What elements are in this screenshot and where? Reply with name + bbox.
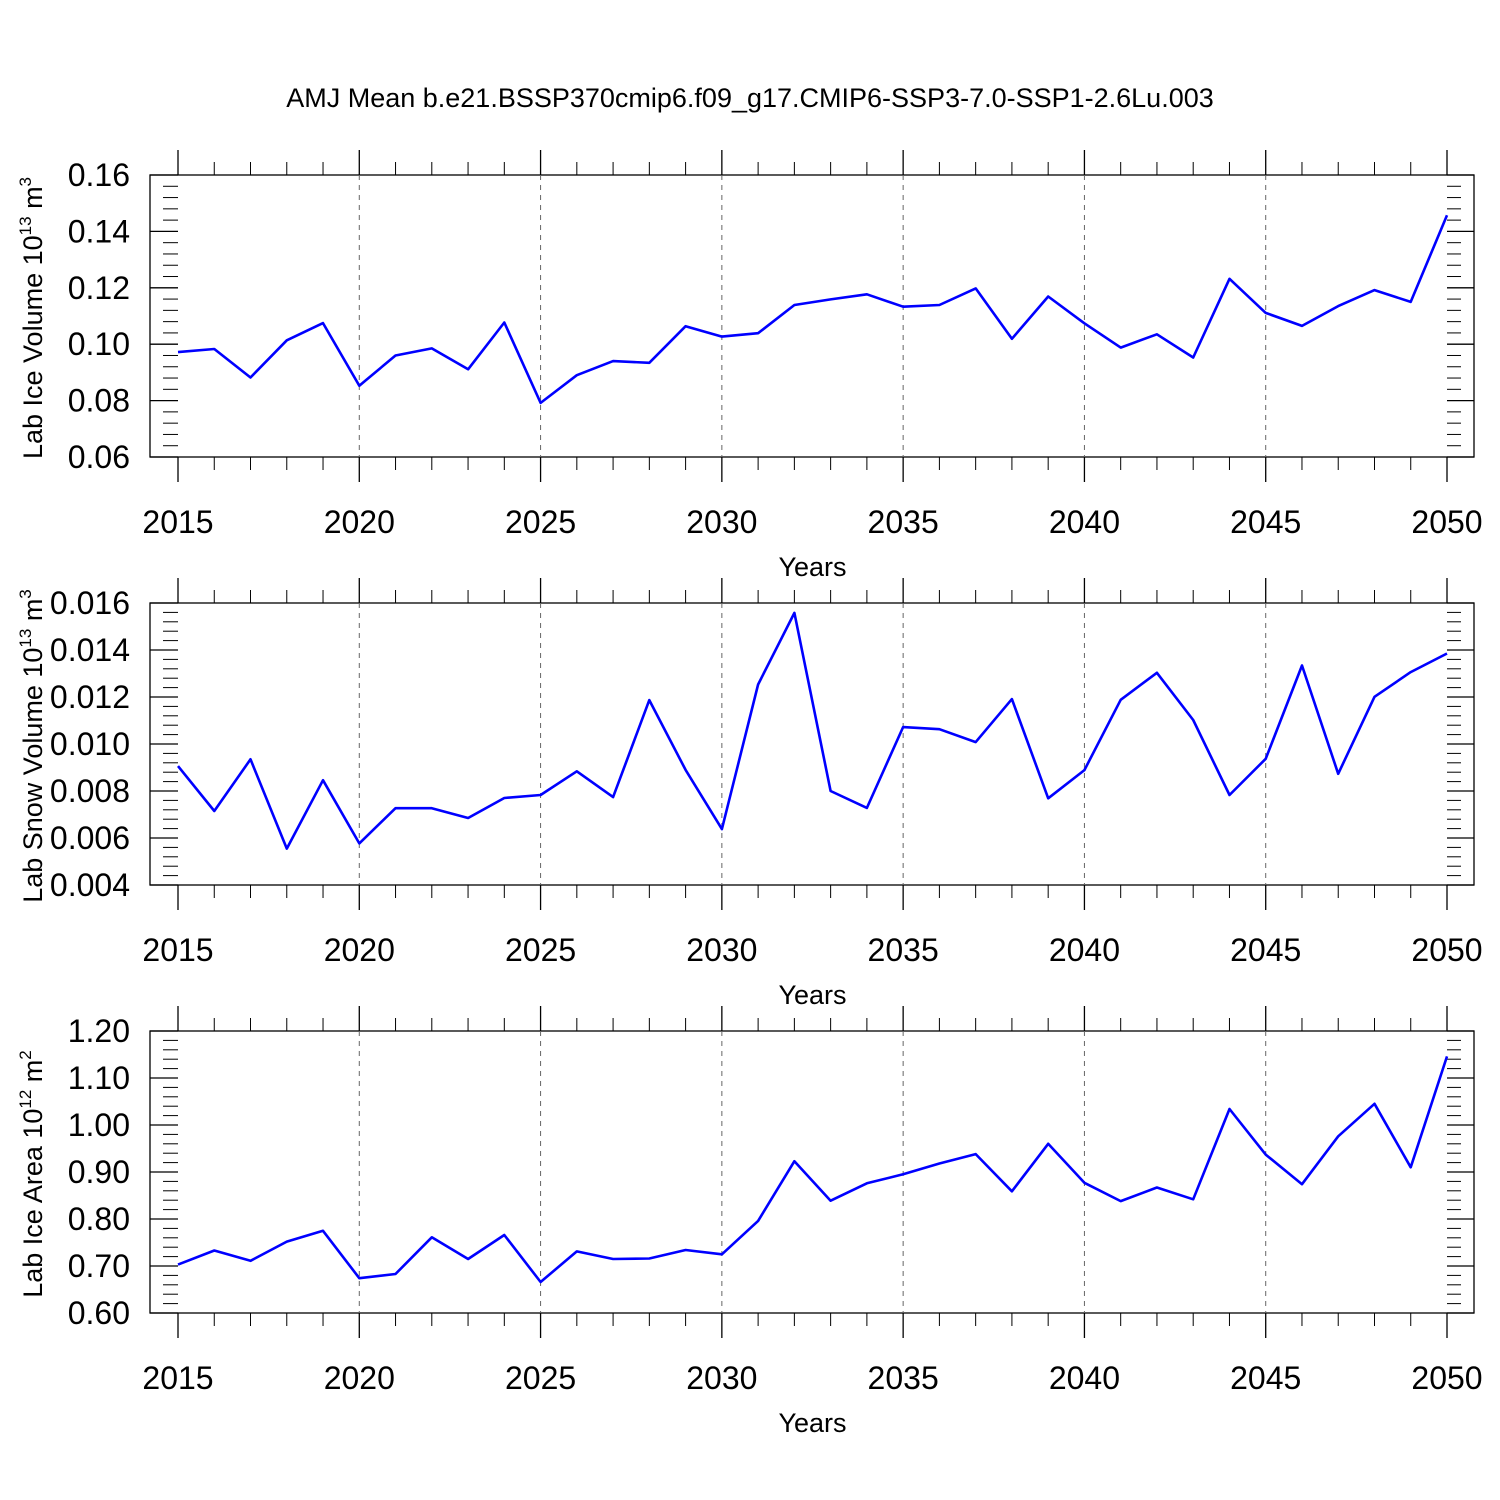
- y-axis-label-superscript: 12: [16, 1090, 35, 1109]
- x-tick-label: 2045: [1230, 504, 1301, 540]
- y-tick-label: 0.08: [68, 383, 130, 419]
- panel-2: 0.004 0.006 0.008 0.010 0.012 0.014 0.016 2015 2…: [16, 578, 1483, 1010]
- x-tick-label: 2030: [686, 504, 757, 540]
- y-tick-label: 1.20: [68, 1013, 130, 1049]
- y-axis-label: Lab Ice Area 1012 m2: [16, 1050, 48, 1298]
- x-tick-label: 2030: [686, 932, 757, 968]
- y-tick-label: 0.80: [68, 1201, 130, 1237]
- plot-frame: [149, 602, 1475, 886]
- panel-3: 0.60 0.70 0.80 0.90 1.00 1.10 1.20 2015 2020 2025…: [16, 1006, 1483, 1438]
- y-tick-label: 0.012: [50, 679, 130, 715]
- x-tick-label: 2050: [1411, 932, 1482, 968]
- y-tick-label: 0.60: [68, 1295, 130, 1331]
- y-tick-label: 0.008: [50, 773, 130, 809]
- x-tick-label: 2030: [686, 1360, 757, 1396]
- y-tick-label: 0.70: [68, 1248, 130, 1284]
- x-tick-label: 2015: [142, 1360, 213, 1396]
- y-tick-label: 0.006: [50, 820, 130, 856]
- y-axis-label: Lab Ice Volume 1013 m3: [16, 177, 48, 459]
- data-series-line: [176, 611, 1448, 850]
- y-axis-label-text: Lab Ice Volume 10: [18, 235, 48, 459]
- y-axis-label-text: m: [18, 186, 48, 216]
- y-tick-label: 0.16: [68, 157, 130, 193]
- x-tick-label: 2025: [505, 1360, 576, 1396]
- chart-title: AMJ Mean b.e21.BSSP370cmip6.f09_g17.CMIP…: [286, 83, 1214, 113]
- x-tick-label: 2015: [142, 932, 213, 968]
- x-tick-label: 2020: [324, 932, 395, 968]
- data-series-line: [177, 214, 1449, 405]
- x-tick-label: 2020: [324, 504, 395, 540]
- y-tick-label: 1.10: [68, 1060, 130, 1096]
- plot-frame: [149, 174, 1475, 458]
- y-axis-label-text: Lab Ice Area 10: [18, 1109, 48, 1298]
- y-axis-label-superscript: 3: [16, 589, 35, 598]
- x-tick-label: 2015: [142, 504, 213, 540]
- y-tick-label: 0.016: [50, 585, 130, 621]
- x-tick-label: 2045: [1230, 1360, 1301, 1396]
- y-tick-label: 0.90: [68, 1154, 130, 1190]
- y-axis-label-superscript: 13: [16, 216, 35, 235]
- y-tick-label: 0.06: [68, 439, 130, 475]
- x-tick-label: 2035: [868, 1360, 939, 1396]
- x-axis-label: Years: [778, 1408, 846, 1438]
- y-axis-label-text: m: [18, 599, 48, 629]
- y-axis-label-superscript: 13: [16, 629, 35, 648]
- x-tick-label: 2040: [1049, 1360, 1120, 1396]
- y-axis-label-superscript: 2: [16, 1050, 35, 1059]
- x-tick-label: 2020: [324, 1360, 395, 1396]
- y-axis-label-superscript: 3: [16, 177, 35, 186]
- x-tick-label: 2045: [1230, 932, 1301, 968]
- x-tick-label: 2040: [1049, 932, 1120, 968]
- y-axis-label-text: m: [18, 1060, 48, 1090]
- x-tick-label: 2040: [1049, 504, 1120, 540]
- x-tick-label: 2025: [505, 504, 576, 540]
- y-tick-label: 0.10: [68, 326, 130, 362]
- x-axis-label: Years: [778, 552, 846, 582]
- plot-frame: [149, 1030, 1475, 1314]
- x-tick-label: 2050: [1411, 1360, 1482, 1396]
- x-axis-label: Years: [778, 980, 846, 1010]
- panel-1: 0.06 0.08 0.10 0.12 0.14 0.16 2015 2020 2025 2030…: [16, 150, 1483, 582]
- x-tick-label: 2050: [1411, 504, 1482, 540]
- y-tick-label: 1.00: [68, 1107, 130, 1143]
- data-series-line: [177, 1055, 1449, 1284]
- x-tick-label: 2035: [868, 932, 939, 968]
- y-tick-label: 0.004: [50, 867, 130, 903]
- y-tick-label: 0.014: [50, 632, 130, 668]
- y-axis-label: Lab Snow Volume 1013 m3: [16, 589, 48, 903]
- x-tick-label: 2035: [868, 504, 939, 540]
- x-tick-label: 2025: [505, 932, 576, 968]
- y-tick-label: 0.12: [68, 270, 130, 306]
- y-tick-label: 0.010: [50, 726, 130, 762]
- y-tick-label: 0.14: [68, 213, 130, 249]
- y-axis-label-text: Lab Snow Volume 10: [18, 648, 48, 903]
